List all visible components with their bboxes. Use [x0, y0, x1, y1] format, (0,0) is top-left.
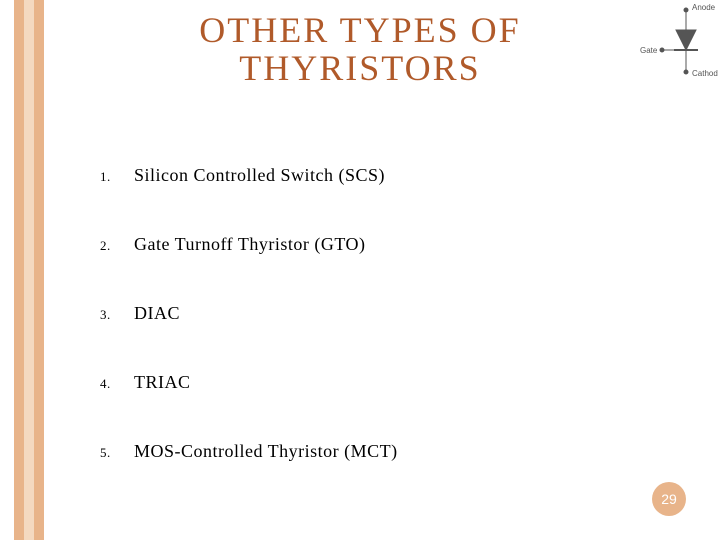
list-item-number: 5. [100, 445, 134, 461]
list-item: 4.TRIAC [100, 372, 620, 393]
diagram-label-anode: Anode [692, 3, 716, 12]
diagram-label-cathode: Cathode [692, 69, 718, 78]
list-item-text: TRIAC [134, 372, 191, 393]
list-item-text: Silicon Controlled Switch (SCS) [134, 165, 385, 186]
list-item-number: 2. [100, 238, 134, 254]
stripe-band [24, 0, 34, 540]
stripe-band [14, 0, 24, 540]
thyristor-symbol-diagram: Anode Gate Cathode [638, 2, 718, 90]
list-item-number: 4. [100, 376, 134, 392]
diagram-label-gate: Gate [640, 46, 658, 55]
list-item-text: MOS-Controlled Thyristor (MCT) [134, 441, 398, 462]
list-item-text: DIAC [134, 303, 180, 324]
page-number-badge: 29 [652, 482, 686, 516]
left-accent-stripe [0, 0, 48, 540]
list-item: 3.DIAC [100, 303, 620, 324]
list-item-number: 3. [100, 307, 134, 323]
page-number: 29 [661, 491, 677, 507]
list-item: 1.Silicon Controlled Switch (SCS) [100, 165, 620, 186]
list-item: 2.Gate Turnoff Thyristor (GTO) [100, 234, 620, 255]
thyristor-list: 1.Silicon Controlled Switch (SCS) 2.Gate … [100, 165, 620, 510]
slide-title: OTHER TYPES OF THYRISTORS [120, 12, 600, 88]
stripe-band [34, 0, 44, 540]
list-item-text: Gate Turnoff Thyristor (GTO) [134, 234, 366, 255]
list-item-number: 1. [100, 169, 134, 185]
list-item: 5.MOS-Controlled Thyristor (MCT) [100, 441, 620, 462]
